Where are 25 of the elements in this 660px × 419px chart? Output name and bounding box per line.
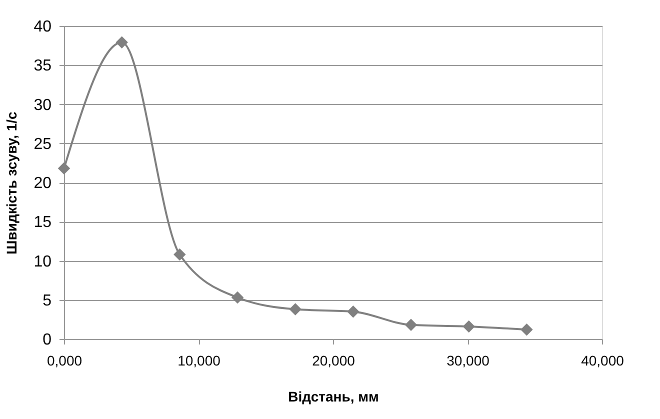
point — [462, 320, 475, 333]
point — [347, 305, 360, 318]
point — [116, 36, 128, 49]
y-tick-label: 35 — [34, 58, 52, 75]
point — [231, 291, 244, 304]
y-tick-label: 0 — [42, 332, 52, 348]
point — [404, 318, 418, 332]
y-axis-title: Швидкість зсуву, 1/с — [4, 111, 20, 254]
y-tick-label: 20 — [34, 175, 52, 192]
x-tick-label: 20,000 — [312, 352, 356, 368]
y-tick-label: 15 — [34, 214, 52, 232]
point — [58, 162, 70, 175]
point — [174, 248, 186, 261]
x-tick-label: 30,000 — [446, 352, 490, 368]
x-tick-label: 0,000 — [46, 352, 82, 368]
y-tick-label: 30 — [34, 96, 52, 114]
y-tick-label: 10 — [34, 253, 52, 270]
point — [520, 323, 533, 336]
y-tick-label: 40 — [34, 18, 52, 36]
y-tick-label: 25 — [34, 136, 52, 153]
x-tick-label: 40,000 — [581, 352, 624, 368]
point — [289, 303, 302, 316]
x-tick-label: 10,000 — [178, 352, 221, 368]
y-tick-label: 5 — [42, 292, 52, 310]
x-axis-title: Відстань, мм — [288, 388, 379, 404]
